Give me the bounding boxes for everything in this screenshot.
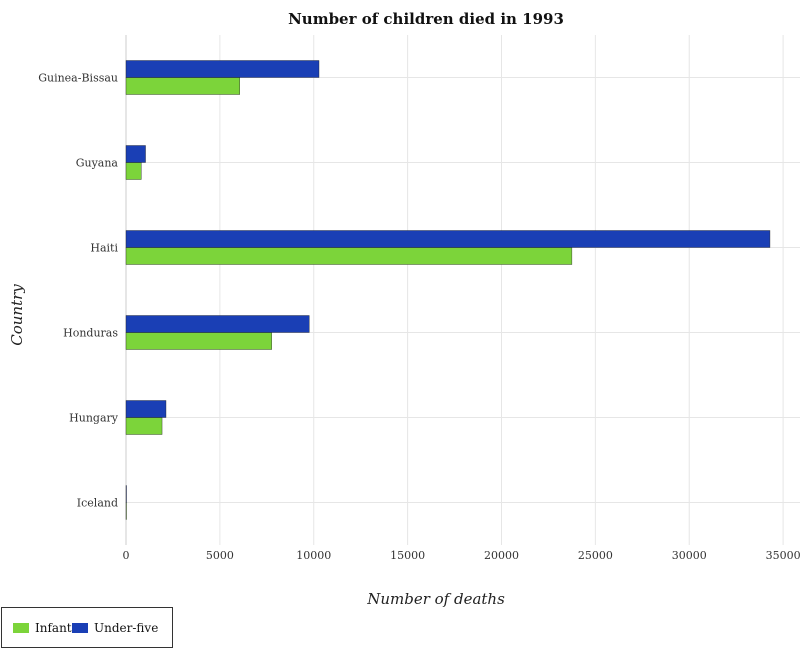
x-axis-label: Number of deaths — [366, 590, 505, 608]
bar-under-five — [125, 400, 167, 418]
y-axis-label: Country — [8, 284, 26, 346]
legend-label-under-five: Under-five — [94, 621, 159, 635]
y-tick-label: Haiti — [90, 242, 118, 255]
chart-title: Number of children died in 1993 — [288, 10, 564, 28]
x-tick-label: 25000 — [578, 549, 613, 562]
x-tick-label: 20000 — [484, 549, 519, 562]
bar-infant — [125, 247, 573, 265]
x-tick-label: 0 — [123, 549, 130, 562]
bar-infant — [125, 162, 142, 180]
x-tick-label: 35000 — [766, 549, 801, 562]
legend-item-infant: Infant — [13, 621, 72, 635]
legend-swatch-under-five — [72, 623, 88, 633]
bar-under-five — [125, 145, 146, 163]
bar-infant — [125, 502, 127, 520]
y-tick-label: Guyana — [76, 157, 119, 170]
bar-infant — [125, 332, 272, 350]
y-tick-label: Guinea-Bissau — [38, 72, 118, 85]
bar-under-five — [125, 230, 771, 248]
x-tick-label: 30000 — [672, 549, 707, 562]
bar-infant — [125, 77, 240, 95]
legend-item-under-five: Under-five — [72, 621, 158, 635]
x-axis-ticks: 0 5000 10000 15000 20000 25000 30000 35000 — [123, 549, 801, 562]
bar-infant — [125, 417, 163, 435]
legend: Infant Under-five — [1, 607, 173, 648]
y-tick-label: Hungary — [69, 412, 119, 425]
bar-under-five — [125, 315, 310, 333]
y-tick-label: Honduras — [63, 327, 118, 340]
y-axis-ticks: Guinea-Bissau Guyana Haiti Honduras Hungary I… — [38, 72, 119, 510]
legend-swatch-infant — [13, 623, 29, 633]
x-tick-label: 10000 — [296, 549, 331, 562]
grid-lines — [125, 35, 800, 545]
bar-under-five — [125, 60, 320, 78]
bar-under-five — [125, 485, 127, 503]
legend-label-infant: Infant — [35, 621, 72, 635]
bars — [125, 60, 771, 520]
x-tick-label: 15000 — [390, 549, 425, 562]
x-tick-label: 5000 — [206, 549, 234, 562]
y-tick-label: Iceland — [77, 497, 118, 510]
